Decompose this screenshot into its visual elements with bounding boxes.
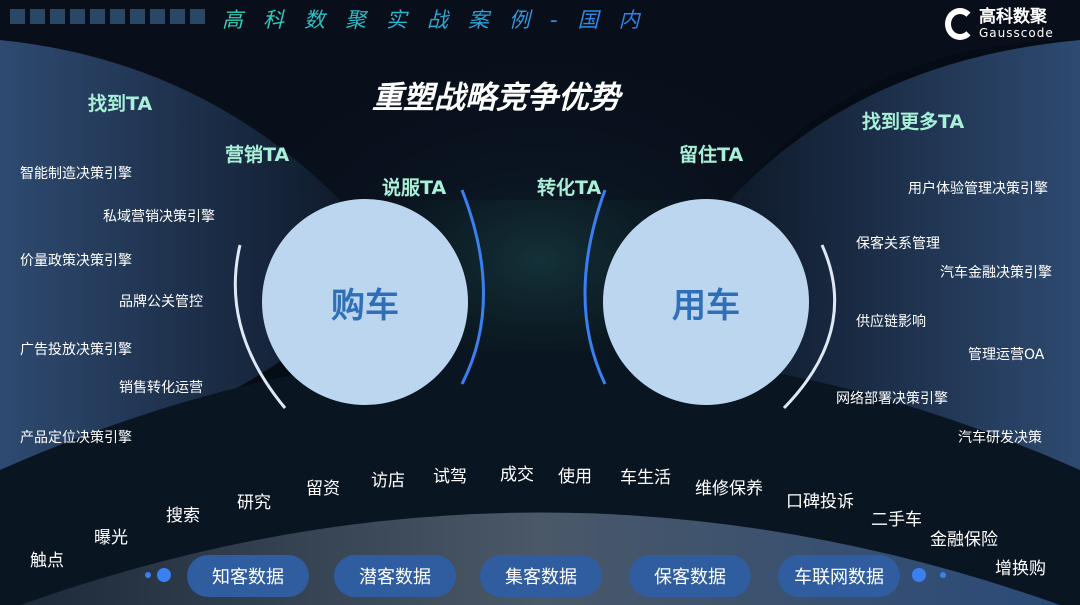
header-decoration [10, 9, 205, 24]
page-title: 重塑战略竞争优势 [372, 80, 620, 116]
stage-label: 金融保险 [930, 530, 998, 550]
stage-label: 搜索 [166, 506, 200, 526]
right-item: 供应链影响 [856, 314, 926, 330]
stage-label: 增换购 [995, 559, 1046, 579]
right-item: 用户体验管理决策引擎 [908, 181, 1048, 197]
left-item: 价量政策决策引擎 [20, 253, 132, 269]
data-pill: 知客数据 [187, 555, 309, 597]
stage-label: 留资 [306, 479, 340, 499]
ta-label: 留住TA [679, 144, 744, 166]
ta-label: 说服TA [382, 177, 447, 199]
ta-label: 找到TA [88, 93, 153, 115]
stage-label: 研究 [237, 493, 271, 513]
data-pill: 集客数据 [480, 555, 602, 597]
stage-label: 二手车 [871, 510, 922, 530]
right-item: 保客关系管理 [856, 236, 940, 252]
ta-label: 营销TA [225, 144, 290, 166]
left-item: 私域营销决策引擎 [103, 209, 215, 225]
logo-icon [945, 8, 975, 40]
logo: 高科数聚 Gausscode [945, 8, 1054, 40]
use-car-circle: 用车 [603, 199, 809, 405]
left-item: 产品定位决策引擎 [20, 430, 132, 446]
buy-car-circle: 购车 [262, 199, 468, 405]
stage-label: 车生活 [620, 468, 671, 488]
stage-label: 成交 [500, 465, 534, 485]
dot-decoration [157, 568, 171, 582]
left-item: 智能制造决策引擎 [20, 166, 132, 182]
left-item: 销售转化运营 [119, 380, 203, 396]
stage-label: 曝光 [94, 528, 128, 548]
arc-left [233, 244, 287, 409]
stage-label: 使用 [558, 467, 592, 487]
logo-en: Gausscode [979, 26, 1054, 40]
left-item: 品牌公关管控 [119, 294, 203, 310]
dot-decoration [145, 572, 151, 578]
right-item: 管理运营OA [968, 347, 1045, 363]
stage-label: 访店 [371, 471, 405, 491]
right-item: 网络部署决策引擎 [836, 391, 948, 407]
stage-label: 试驾 [433, 467, 467, 487]
header-title: 高科数聚实战案例-国内 [222, 4, 660, 34]
dot-decoration [912, 568, 926, 582]
data-pill: 保客数据 [629, 555, 751, 597]
stage-label: 维修保养 [695, 479, 763, 499]
logo-cn: 高科数聚 [979, 7, 1047, 27]
stage-label: 口碑投诉 [786, 492, 854, 512]
data-pill: 车联网数据 [778, 555, 900, 597]
right-item: 汽车金融决策引擎 [940, 265, 1052, 281]
stage-label: 触点 [30, 551, 64, 571]
ta-label: 转化TA [537, 177, 602, 199]
ta-label: 找到更多TA [862, 111, 965, 133]
dot-decoration [940, 572, 946, 578]
right-item: 汽车研发决策 [958, 430, 1042, 446]
left-item: 广告投放决策引擎 [20, 342, 132, 358]
data-pill: 潜客数据 [334, 555, 456, 597]
